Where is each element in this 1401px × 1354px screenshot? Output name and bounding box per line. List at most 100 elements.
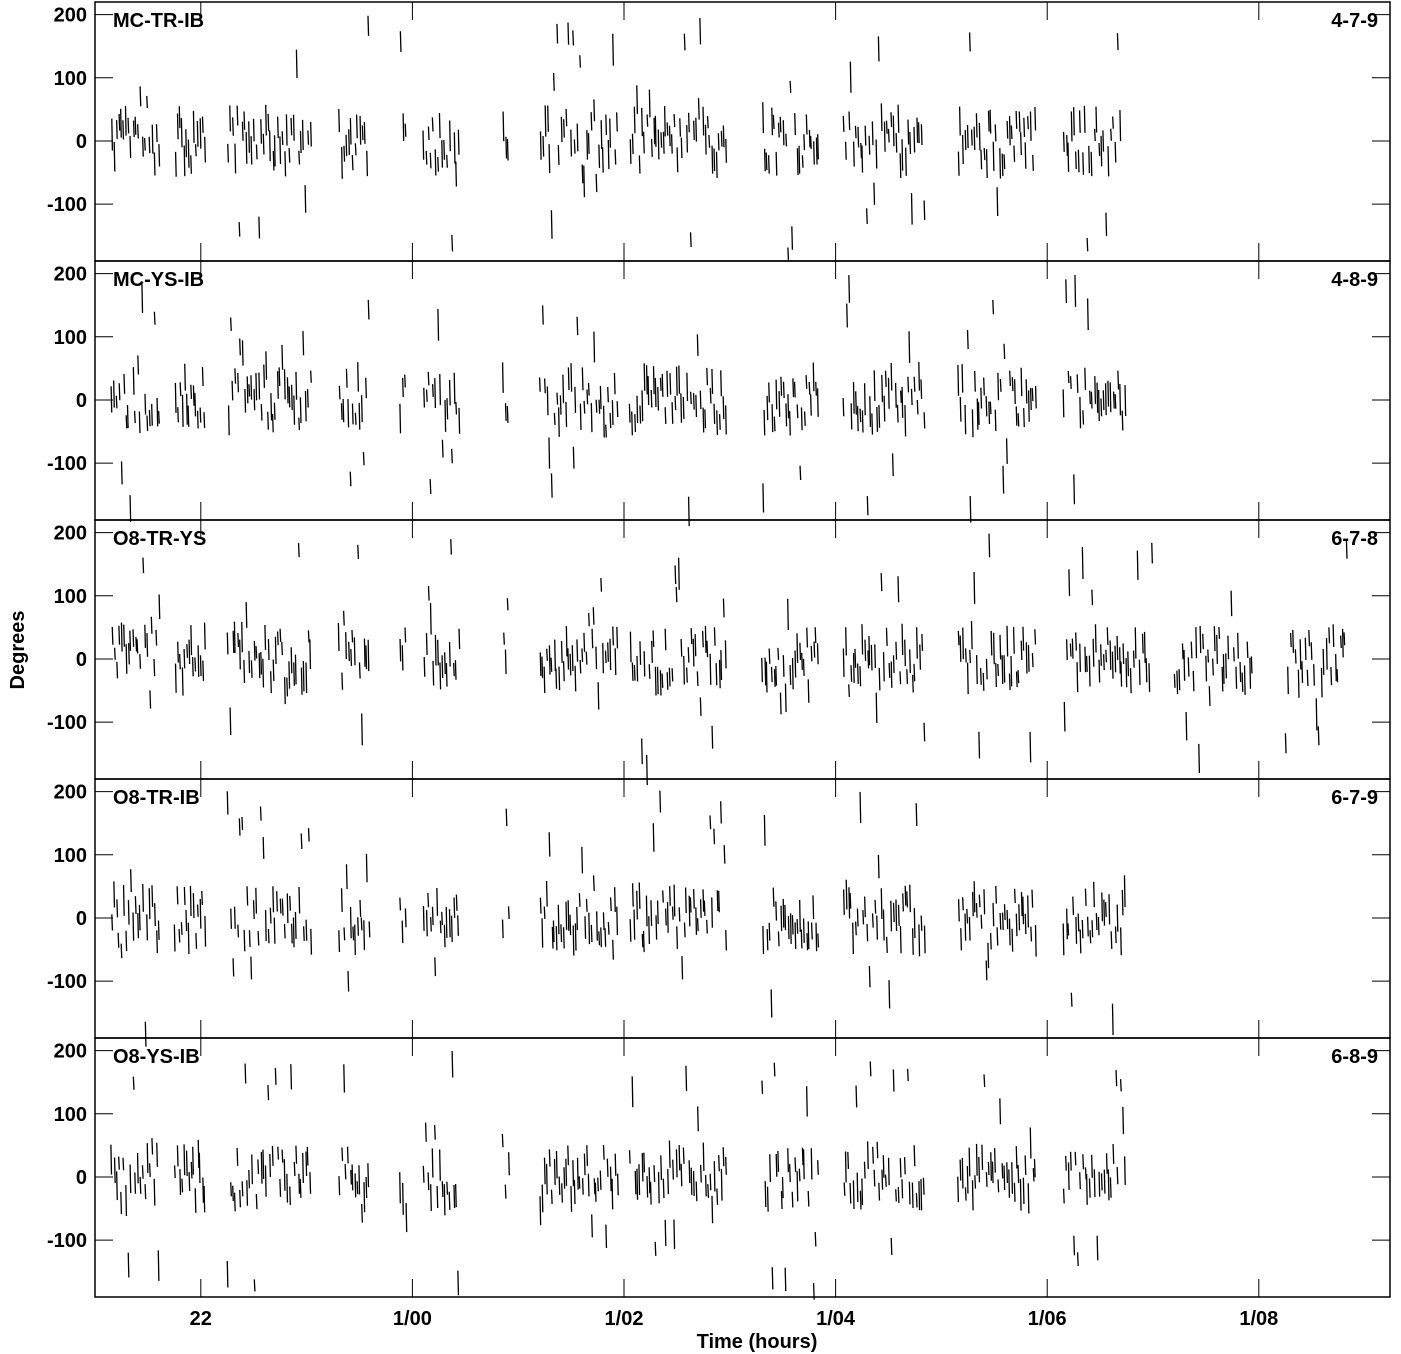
data-point xyxy=(894,382,897,408)
data-point xyxy=(765,152,768,171)
data-point xyxy=(708,134,711,148)
data-point xyxy=(286,377,289,404)
data-point xyxy=(699,899,702,918)
data-point xyxy=(441,655,444,679)
data-point xyxy=(129,630,132,651)
data-point xyxy=(276,891,278,912)
data-point xyxy=(177,641,179,663)
data-point xyxy=(144,624,147,648)
data-point xyxy=(148,1163,151,1177)
data-point xyxy=(716,410,719,436)
data-point xyxy=(680,137,683,159)
data-point xyxy=(1069,376,1072,389)
data-point xyxy=(1320,667,1323,698)
data-point xyxy=(290,923,293,944)
data-point xyxy=(188,1172,191,1191)
data-point xyxy=(768,922,771,941)
data-point xyxy=(875,692,878,724)
data-point xyxy=(1018,111,1021,133)
data-point xyxy=(572,446,575,469)
data-point xyxy=(683,33,686,51)
data-point xyxy=(541,305,544,325)
data-point xyxy=(1112,1143,1115,1164)
data-point xyxy=(695,907,698,935)
data-point xyxy=(446,154,448,168)
data-point xyxy=(1103,899,1106,926)
data-point xyxy=(918,924,921,957)
data-point xyxy=(668,1140,671,1168)
data-point xyxy=(907,376,910,393)
data-point xyxy=(1325,637,1328,670)
data-point xyxy=(120,622,123,652)
data-point xyxy=(779,692,782,715)
data-point xyxy=(773,669,776,687)
data-point xyxy=(351,1164,354,1191)
data-point xyxy=(1067,923,1070,936)
data-point xyxy=(1029,388,1032,410)
data-point xyxy=(1343,632,1346,646)
data-point xyxy=(875,139,878,169)
data-point xyxy=(118,383,121,401)
data-point xyxy=(649,1181,652,1205)
data-point xyxy=(570,1186,573,1212)
data-point xyxy=(766,1186,769,1212)
data-point xyxy=(1114,645,1117,673)
data-point xyxy=(434,149,437,176)
data-point xyxy=(341,672,344,690)
data-point xyxy=(361,1203,363,1223)
data-point xyxy=(696,918,699,932)
data-point xyxy=(1230,590,1233,617)
data-point xyxy=(897,576,900,603)
data-point xyxy=(299,131,302,153)
data-point xyxy=(815,922,818,952)
data-point xyxy=(272,150,275,171)
data-point xyxy=(292,917,295,948)
data-point xyxy=(307,827,310,842)
data-point xyxy=(892,1069,895,1092)
data-point xyxy=(960,928,963,951)
data-point xyxy=(199,118,202,149)
data-point xyxy=(612,939,614,960)
data-point xyxy=(255,887,258,914)
data-point xyxy=(176,113,179,140)
data-point xyxy=(1003,655,1006,683)
data-point xyxy=(138,904,141,931)
data-point xyxy=(1077,149,1080,173)
data-point xyxy=(285,114,288,146)
data-point xyxy=(202,1177,205,1203)
data-point xyxy=(661,673,664,688)
data-point xyxy=(252,900,255,920)
data-point xyxy=(695,1181,698,1202)
data-point xyxy=(598,144,601,168)
data-point xyxy=(360,917,363,931)
data-point xyxy=(341,146,343,179)
data-point xyxy=(132,629,135,647)
data-point xyxy=(650,139,653,157)
data-point xyxy=(974,1175,977,1189)
data-point xyxy=(957,1176,960,1202)
data-point xyxy=(884,1174,887,1187)
data-point xyxy=(111,626,114,645)
data-point xyxy=(289,895,292,911)
data-point xyxy=(662,131,665,154)
data-point xyxy=(780,1190,783,1210)
data-point xyxy=(704,124,707,155)
data-point xyxy=(785,403,788,427)
data-point xyxy=(762,925,765,955)
data-point xyxy=(876,407,879,432)
data-point xyxy=(1062,131,1065,152)
data-point xyxy=(961,897,964,911)
panel-triplet-label: 6-7-8 xyxy=(1331,528,1378,550)
data-point xyxy=(684,887,687,913)
data-point xyxy=(188,639,191,665)
data-point xyxy=(666,672,669,690)
data-point xyxy=(454,1183,457,1208)
data-point xyxy=(1095,913,1098,931)
data-point xyxy=(238,222,241,237)
data-point xyxy=(365,377,367,399)
data-point xyxy=(366,150,369,177)
data-point xyxy=(1218,626,1221,640)
data-point xyxy=(845,879,848,910)
data-point xyxy=(614,1153,617,1176)
data-point xyxy=(307,130,310,145)
